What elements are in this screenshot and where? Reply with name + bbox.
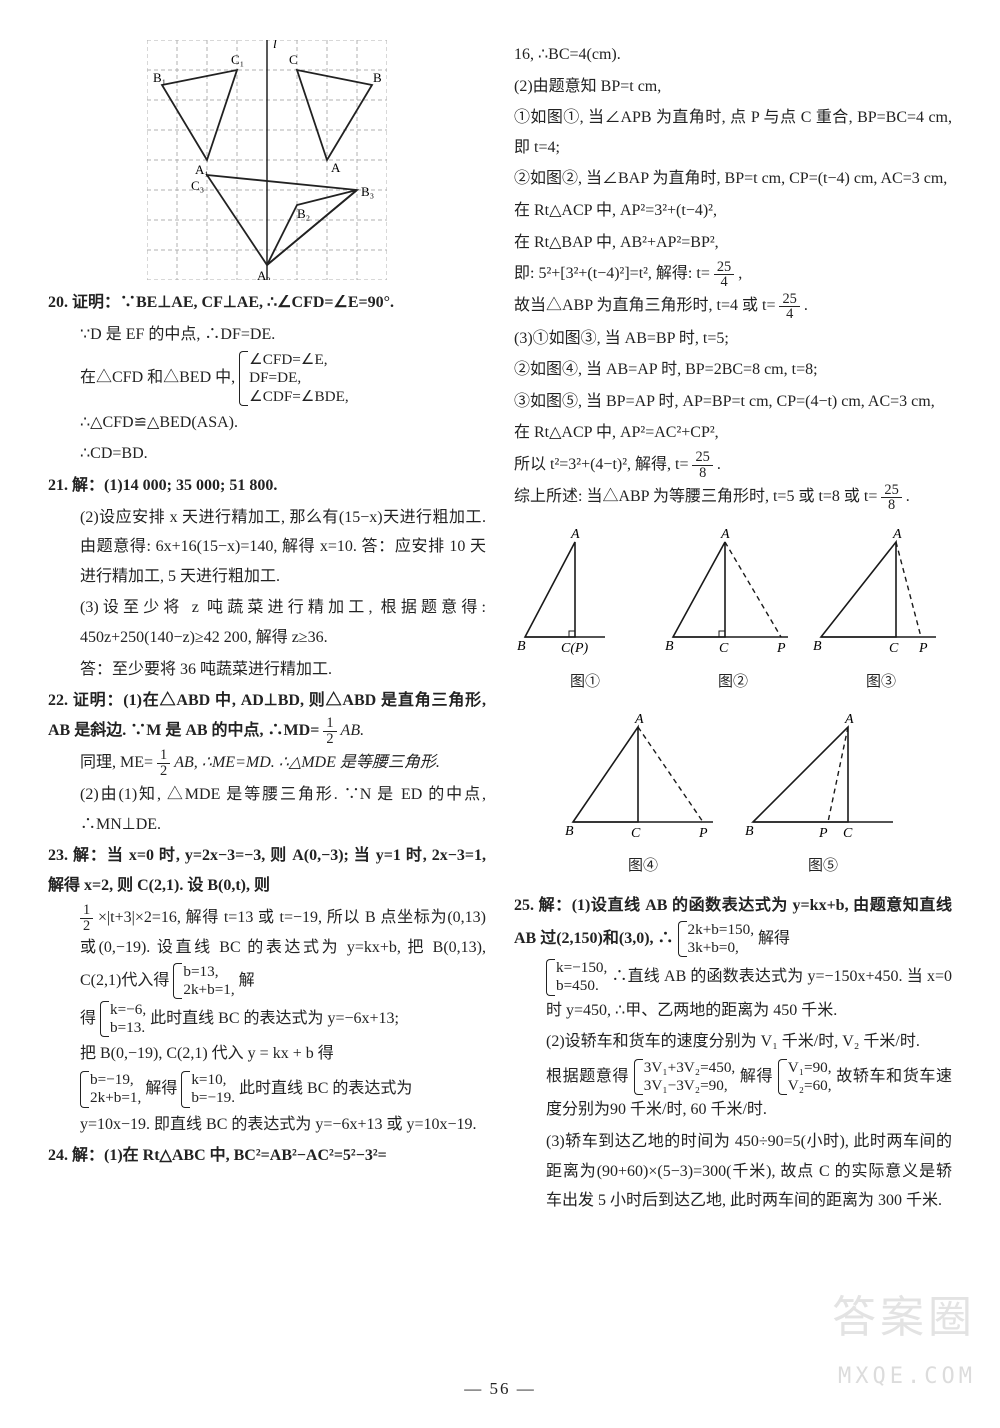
- svg-text:l: l: [273, 40, 277, 52]
- svg-text:C: C: [719, 641, 729, 656]
- r7: 即: 5²+[3²+(t−4)²]=t², 解得: t= 254 ,: [514, 259, 952, 289]
- q20-line4: ∴△CFD≌△BED(ASA).: [48, 408, 486, 438]
- q22-3: (2)由(1)知, △MDE 是等腰三角形. ∵N 是 ED 的中点, ∴MN⊥…: [48, 780, 486, 839]
- fig1-icon: A B C(P): [515, 522, 655, 662]
- fig2-caption: 图②: [663, 669, 803, 697]
- r8: 故当△ABP 为直角三角形时, t=4 或 t= 254 .: [514, 291, 952, 321]
- fig3-caption: 图③: [811, 669, 951, 697]
- q20-line1: 20. 证明：∵BE⊥AE, CF⊥AE, ∴∠CFD=∠E=90°.: [48, 288, 486, 318]
- r2: (2)由题意知 BP=t cm,: [514, 72, 952, 102]
- r1: 16, ∴BC=4(cm).: [514, 40, 952, 70]
- fig1-caption: 图①: [515, 669, 655, 697]
- r10: ②如图④, 当 AB=AP 时, BP=2BC=8 cm, t=8;: [514, 355, 952, 385]
- svg-text:A: A: [720, 527, 730, 542]
- r13: 所以 t²=3²+(4−t)², 解得, t= 258 .: [514, 450, 952, 480]
- q20-line3: 在△CFD 和△BED 中, ∠CFD=∠E, DF=DE, ∠CDF=∠BDE…: [48, 351, 486, 406]
- r12: 在 Rt△ACP 中, AP²=AC²+CP²,: [514, 418, 952, 448]
- svg-text:P: P: [818, 826, 828, 841]
- left-column: l B₁ C₁ C B A₁ A C₃ B₃ B₂ A₂ 20. 证明：∵BE⊥…: [48, 40, 486, 1320]
- svg-text:A: A: [634, 712, 644, 727]
- svg-text:B: B: [813, 639, 822, 654]
- svg-text:A₁: A₁: [195, 162, 209, 177]
- q25-3: (2)设轿车和货车的速度分别为 V₁ 千米/时, V₂ 千米/时.: [514, 1027, 952, 1057]
- fig4-icon: A B C P: [563, 707, 723, 847]
- svg-text:C₃: C₃: [191, 178, 204, 193]
- right-column: 16, ∴BC=4(cm). (2)由题意知 BP=t cm, ①如图①, 当∠…: [514, 40, 952, 1320]
- svg-text:B: B: [517, 639, 526, 654]
- r4: ②如图②, 当∠BAP 为直角时, BP=t cm, CP=(t−4) cm, …: [514, 164, 952, 194]
- q22-1: 22. 证明：(1)在△ABD 中, AD⊥BD, 则△ABD 是直角三角形, …: [48, 686, 486, 746]
- triangle-figures-row2: A B C P 图④ A B P C 图⑤: [514, 707, 952, 881]
- q23-4: 把 B(0,−19), C(2,1) 代入 y = kx + b 得: [48, 1039, 486, 1069]
- q25-5: (3)轿车到达乙地的时间为 450÷90=5(小时), 此时两车间的距离为(90…: [514, 1127, 952, 1216]
- q21-3: (3)设至少将 z 吨蔬菜进行精加工, 根据题意得: 450z+250(140−…: [48, 593, 486, 652]
- q21-2: (2)设应安排 x 天进行精加工, 那么有(15−x)天进行粗加工. 由题意得:…: [48, 503, 486, 592]
- q25-4: 根据题意得 3V₁+3V₂=450, 3V₁−3V₂=90, 解得 V₁=90,…: [514, 1059, 952, 1125]
- svg-text:C: C: [289, 52, 298, 67]
- r6: 在 Rt△BAP 中, AB²+AP²=BP²,: [514, 228, 952, 258]
- svg-text:B: B: [745, 824, 754, 839]
- svg-text:C₁: C₁: [231, 52, 244, 67]
- fig5-icon: A B P C: [743, 707, 903, 847]
- svg-text:A: A: [570, 527, 580, 542]
- svg-text:A: A: [892, 527, 902, 542]
- r11: ③如图⑤, 当 BP=AP 时, AP=BP=t cm, CP=(4−t) cm…: [514, 387, 952, 417]
- svg-text:B: B: [665, 639, 674, 654]
- fig4-caption: 图④: [563, 853, 723, 881]
- q25-2: k=−150, b=450. ∴直线 AB 的函数表达式为 y=−150x+45…: [514, 959, 952, 1025]
- q22-2: 同理, ME= 12 AB, ∴ME=MD. ∴△MDE 是等腰三角形.: [48, 748, 486, 778]
- q23-5: b=−19, 2k+b=1, 解得 k=10, b=−19. 此时直线 BC 的…: [48, 1071, 486, 1107]
- q20-line2: ∵D 是 EF 的中点, ∴DF=DE.: [48, 320, 486, 350]
- svg-text:B₁: B₁: [153, 70, 166, 85]
- q21-4: 答：至少要将 36 吨蔬菜进行精加工.: [48, 655, 486, 685]
- fig3-icon: A B C P: [811, 522, 951, 662]
- fig5-caption: 图⑤: [743, 853, 903, 881]
- q24-1: 24. 解：(1)在 Rt△ABC 中, BC²=AB²−AC²=5²−3²=: [48, 1141, 486, 1171]
- grid-reflection-figure: l B₁ C₁ C B A₁ A C₃ B₃ B₂ A₂: [147, 40, 387, 280]
- svg-text:C: C: [843, 826, 853, 841]
- r9: (3)①如图③, 当 AB=BP 时, t=5;: [514, 324, 952, 354]
- svg-text:P: P: [918, 641, 928, 656]
- svg-text:P: P: [698, 826, 708, 841]
- svg-text:A: A: [844, 712, 854, 727]
- triangle-figures-row1: A B C(P) 图① A B C P 图②: [514, 522, 952, 696]
- svg-text:P: P: [776, 641, 786, 656]
- fig2-icon: A B C P: [663, 522, 803, 662]
- r5: 在 Rt△ACP 中, AP²=3²+(t−4)²,: [514, 196, 952, 226]
- r14: 综上所述: 当△ABP 为等腰三角形时, t=5 或 t=8 或 t= 258 …: [514, 482, 952, 512]
- two-column-layout: l B₁ C₁ C B A₁ A C₃ B₃ B₂ A₂ 20. 证明：∵BE⊥…: [48, 40, 952, 1320]
- page-number: — 56 —: [0, 1373, 1000, 1404]
- svg-text:B₃: B₃: [361, 184, 374, 199]
- q21-1: 21. 解：(1)14 000; 35 000; 51 800.: [48, 471, 486, 501]
- q23-6: y=10x−19. 即直线 BC 的表达式为 y=−6x+13 或 y=10x−…: [48, 1110, 486, 1140]
- svg-text:B: B: [565, 824, 574, 839]
- svg-text:B₂: B₂: [297, 206, 310, 221]
- q23-1: 23. 解：当 x=0 时, y=2x−3=−3, 则 A(0,−3); 当 y…: [48, 841, 486, 900]
- svg-text:A₂: A₂: [257, 268, 271, 280]
- svg-text:C: C: [631, 826, 641, 841]
- svg-text:A: A: [331, 160, 341, 175]
- svg-text:B: B: [373, 70, 382, 85]
- q20-line5: ∴CD=BD.: [48, 439, 486, 469]
- q23-3: 得 k=−6, b=13. 此时直线 BC 的表达式为 y=−6x+13;: [48, 1001, 486, 1037]
- svg-text:C: C: [889, 641, 899, 656]
- q23-2: 12 ×|t+3|×2=16, 解得 t=13 或 t=−19, 所以 B 点坐…: [48, 903, 486, 999]
- q25-1: 25. 解：(1)设直线 AB 的函数表达式为 y=kx+b, 由题意知直线 A…: [514, 891, 952, 957]
- r3: ①如图①, 当∠APB 为直角时, 点 P 与点 C 重合, BP=BC=4 c…: [514, 103, 952, 162]
- svg-text:C(P): C(P): [561, 641, 589, 656]
